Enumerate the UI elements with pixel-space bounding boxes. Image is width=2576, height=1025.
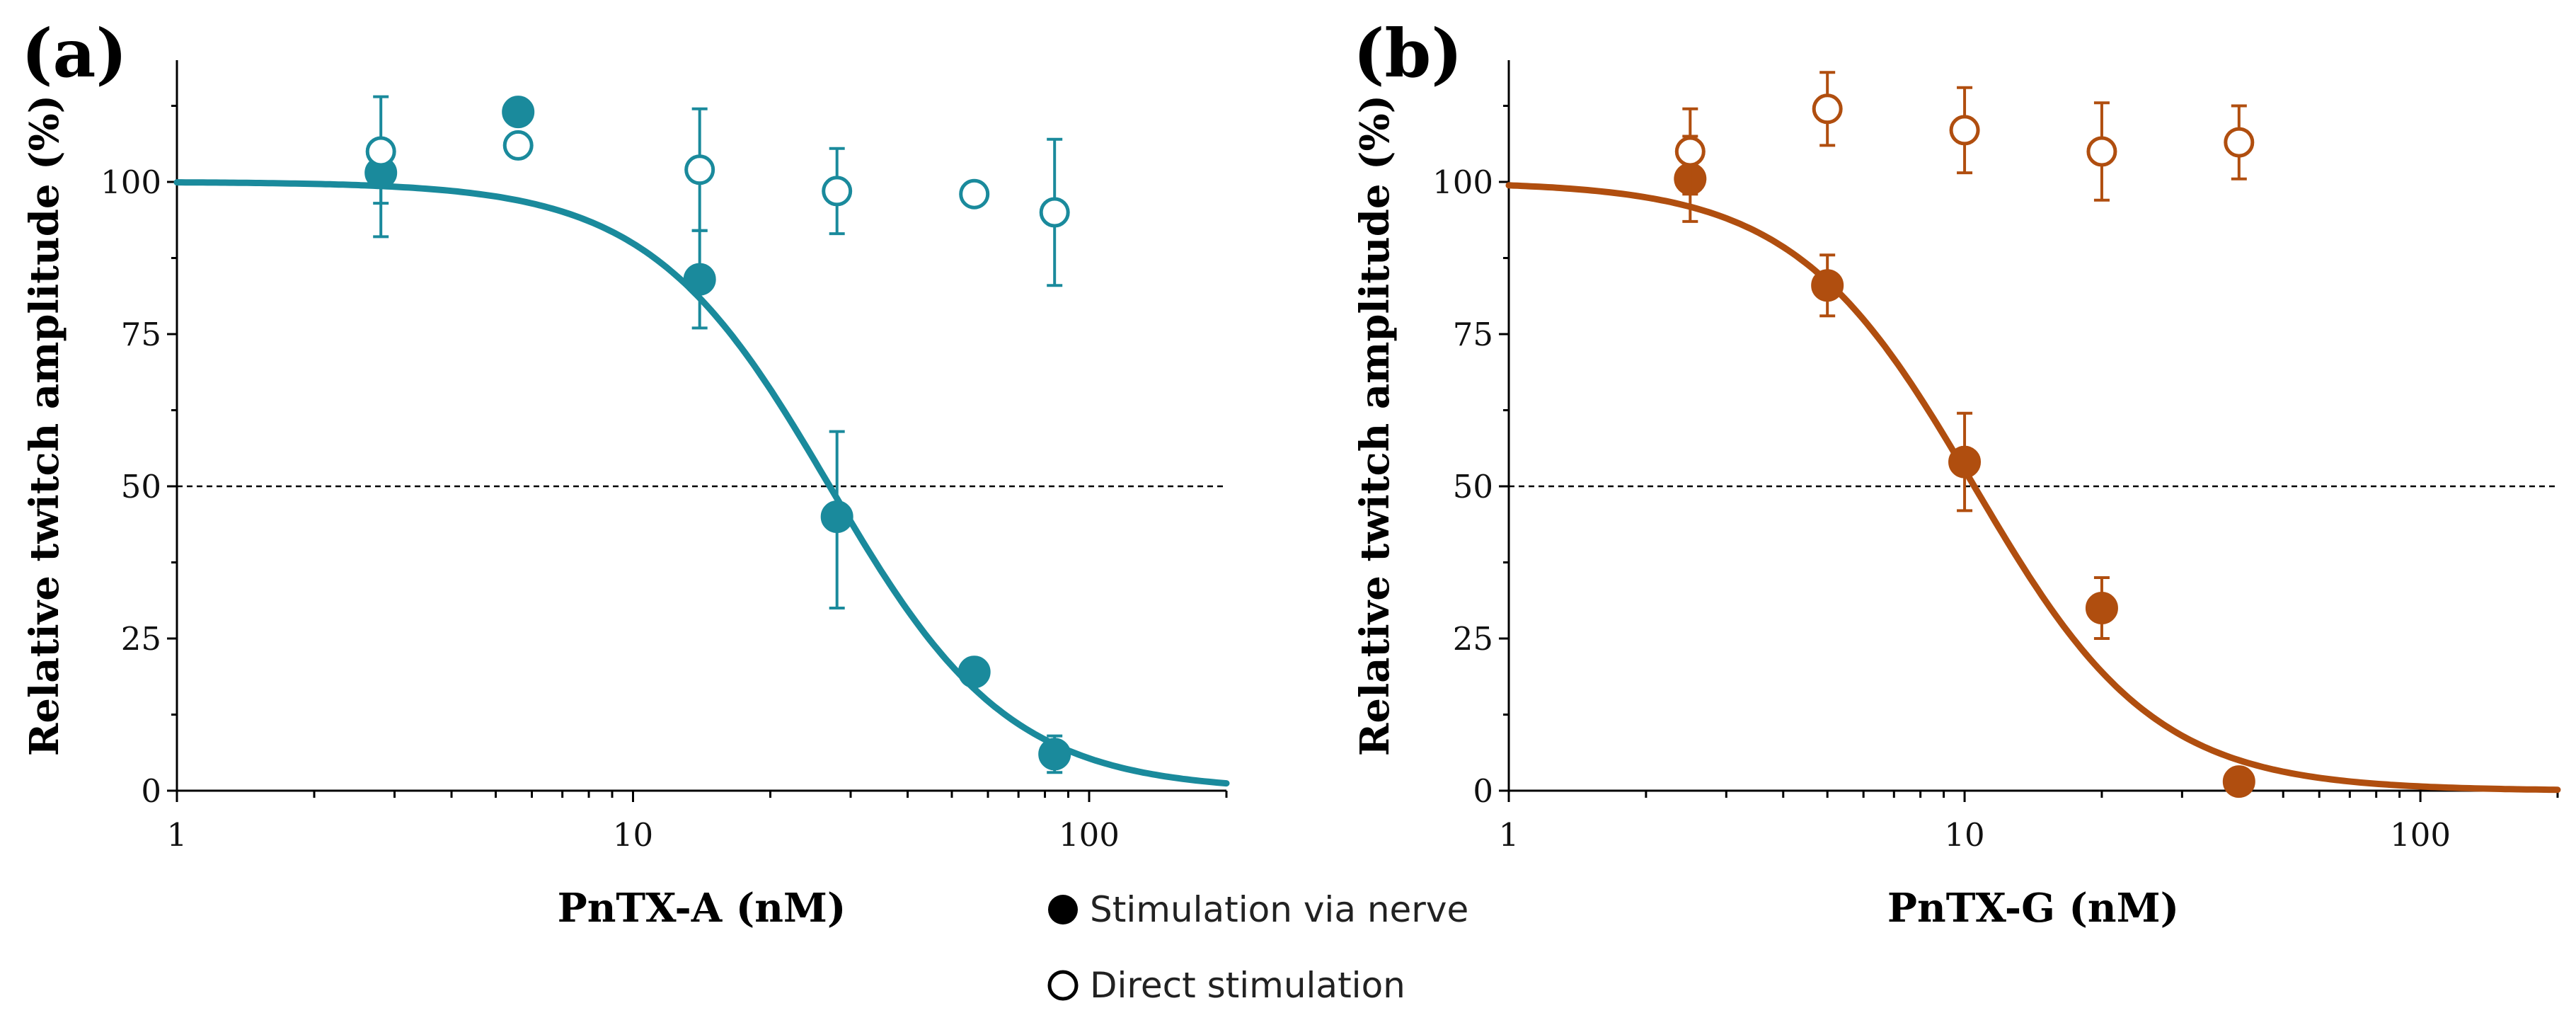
direct-stimulation-point xyxy=(1949,115,1980,146)
direct-stimulation-point xyxy=(1674,136,1706,167)
direct-stimulation-point xyxy=(502,130,534,161)
y-tick-label: 0 xyxy=(1473,772,1493,810)
x-tick-label: 1 xyxy=(1499,816,1519,854)
y-tick-label: 75 xyxy=(1453,316,1493,353)
direct-stimulation-point xyxy=(2224,127,2255,158)
nerve-stimulation-point xyxy=(1948,445,1982,479)
y-tick-label: 0 xyxy=(141,772,161,810)
nerve-stimulation-point xyxy=(683,263,716,296)
nerve-stimulation-point xyxy=(820,500,853,533)
y-tick-label: 50 xyxy=(121,468,161,505)
nerve-stimulation-point xyxy=(958,655,991,689)
x-axis-title: PnTX-G (nM) xyxy=(1887,885,2179,932)
x-tick-label: 100 xyxy=(2390,816,2451,854)
y-tick-label: 100 xyxy=(100,164,161,201)
x-tick-label: 10 xyxy=(1944,816,1984,854)
nerve-stimulation-point xyxy=(502,96,535,129)
x-tick-label: 10 xyxy=(613,816,653,854)
x-tick-label: 100 xyxy=(1059,816,1120,854)
legend-open-marker xyxy=(1047,970,1079,1001)
y-axis-title: Relative twitch amplitude (%) xyxy=(1352,95,1398,756)
nerve-stimulation-point xyxy=(2085,592,2118,624)
y-tick-label: 50 xyxy=(1453,468,1493,505)
legend-open-label: Direct stimulation xyxy=(1090,965,1405,1006)
nerve-stimulation-point xyxy=(1038,738,1071,771)
direct-stimulation-point xyxy=(2086,136,2117,167)
y-tick-label: 100 xyxy=(1432,164,1493,201)
direct-stimulation-point xyxy=(1812,93,1843,125)
hill-fit-curve xyxy=(1505,182,2561,794)
direct-stimulation-point xyxy=(822,176,853,207)
legend-filled-marker xyxy=(1048,895,1078,924)
nerve-stimulation-point xyxy=(2222,765,2255,798)
panel-a: (a) 0 25 50 75 100 1 10 100 PnTX-A (nM) Relative t… xyxy=(21,15,1230,932)
legend: Stimulation via nerve Direct stimulation xyxy=(1047,889,1468,1006)
y-axis-title: Relative twitch amplitude (%) xyxy=(21,95,68,756)
x-axis-title: PnTX-A (nM) xyxy=(558,885,846,932)
direct-stimulation-point xyxy=(959,178,990,210)
panel-label: (a) xyxy=(21,15,127,93)
direct-stimulation-point xyxy=(365,136,396,167)
y-tick-label: 75 xyxy=(121,316,161,353)
panel-b: (b) 0 25 50 75 100 1 10 100 PnTX-G (nM) Relative t… xyxy=(1352,15,2561,932)
direct-stimulation-point xyxy=(684,154,715,185)
nerve-stimulation-point xyxy=(1811,269,1844,302)
direct-stimulation-point xyxy=(1039,197,1070,228)
x-tick-label: 1 xyxy=(167,816,188,854)
y-tick-label: 25 xyxy=(121,620,161,658)
panel-label: (b) xyxy=(1353,15,1463,93)
y-tick-label: 25 xyxy=(1453,620,1493,658)
legend-filled-label: Stimulation via nerve xyxy=(1090,889,1468,930)
